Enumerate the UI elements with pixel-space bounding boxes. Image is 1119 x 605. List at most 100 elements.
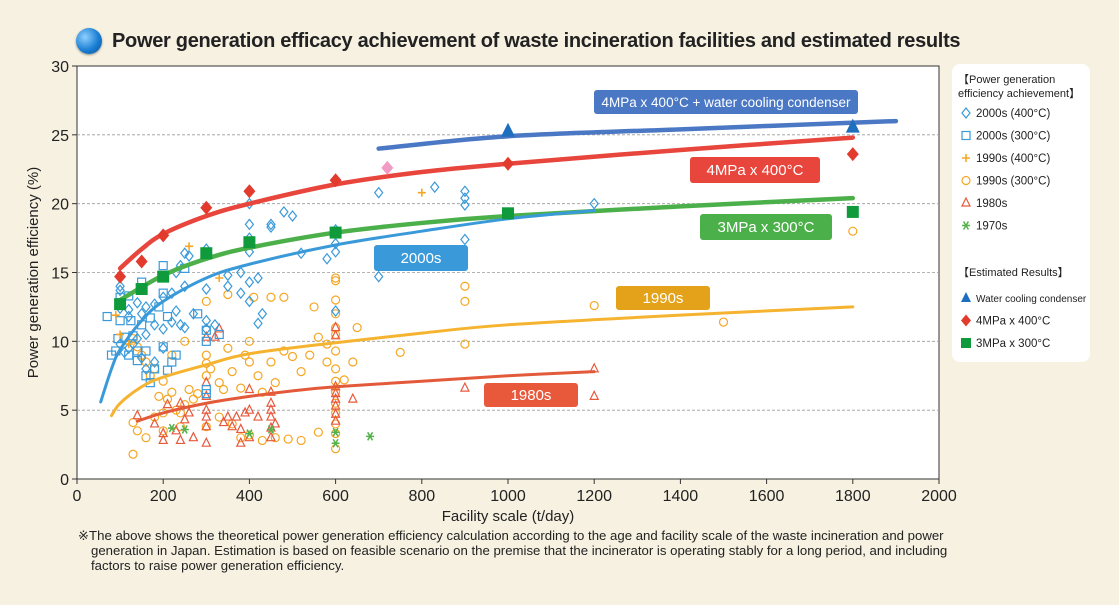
data-point bbox=[253, 410, 263, 421]
data-point bbox=[366, 431, 375, 441]
data-point bbox=[417, 188, 426, 197]
data-point bbox=[266, 218, 276, 231]
data-point bbox=[201, 283, 212, 295]
label-box bbox=[484, 383, 578, 407]
label-text: 1980s bbox=[511, 387, 552, 404]
legend-item-label: 1970s bbox=[976, 221, 1008, 233]
data-point bbox=[158, 434, 169, 445]
x-tick-label: 800 bbox=[408, 488, 435, 505]
label-text: 2000s bbox=[401, 250, 442, 267]
data-point bbox=[184, 384, 194, 395]
estimated-3mpa-point bbox=[157, 270, 170, 283]
data-point bbox=[331, 427, 340, 437]
data-point bbox=[184, 406, 195, 417]
data-point bbox=[149, 356, 160, 368]
data-point bbox=[330, 329, 341, 340]
data-point bbox=[201, 420, 212, 431]
x-tick-label: 0 bbox=[73, 488, 82, 505]
legend-marker bbox=[961, 314, 971, 327]
data-point bbox=[167, 316, 177, 329]
x-tick-label: 1600 bbox=[749, 488, 785, 505]
data-point bbox=[124, 350, 134, 360]
estimated-3mpa-point bbox=[329, 226, 342, 239]
y-tick-label: 25 bbox=[51, 128, 69, 145]
data-point bbox=[270, 417, 281, 428]
x-axis-label: Facility scale (t/day) bbox=[442, 508, 575, 525]
label-box bbox=[374, 245, 468, 271]
data-point bbox=[175, 396, 186, 407]
curve-water-cooling bbox=[376, 118, 899, 151]
data-point bbox=[141, 433, 151, 443]
legend-item-label: 2000s (400°C) bbox=[976, 108, 1050, 120]
label-text: 4MPa x 400°C bbox=[707, 162, 804, 179]
data-point bbox=[201, 410, 212, 421]
legend-marker bbox=[961, 196, 971, 207]
data-point bbox=[236, 383, 246, 393]
data-point bbox=[460, 281, 470, 291]
label-text: 1990s bbox=[643, 290, 684, 307]
data-point bbox=[227, 420, 238, 431]
data-point bbox=[352, 322, 362, 333]
footnote: ※The above shows the theoretical power g… bbox=[78, 528, 1068, 573]
estimated-water-cooling-point bbox=[845, 118, 860, 133]
label-4mpa: 4MPa x 400°C bbox=[690, 157, 820, 183]
data-point bbox=[266, 425, 275, 434]
data-point bbox=[240, 406, 251, 417]
data-point bbox=[119, 346, 130, 359]
data-point bbox=[283, 434, 293, 444]
y-tick-label: 5 bbox=[60, 403, 69, 420]
footnote-line-1: ※The above shows the theoretical power g… bbox=[78, 528, 944, 543]
data-point bbox=[201, 296, 211, 307]
label-1980s: 1980s bbox=[484, 383, 578, 407]
data-point bbox=[214, 378, 224, 388]
data-point bbox=[175, 434, 186, 445]
data-point bbox=[279, 292, 289, 302]
data-point bbox=[253, 317, 263, 330]
legend-estimated-title: 【Estimated Results】 bbox=[958, 266, 1069, 279]
data-point bbox=[185, 242, 194, 251]
data-point bbox=[201, 436, 212, 447]
curve-2000s bbox=[99, 209, 596, 404]
data-point bbox=[214, 329, 224, 340]
label-box bbox=[690, 157, 820, 183]
data-point bbox=[162, 398, 173, 409]
data-point bbox=[245, 429, 254, 438]
x-tick-label: 2000 bbox=[921, 488, 957, 505]
data-point bbox=[244, 430, 254, 440]
data-point bbox=[244, 403, 255, 414]
data-point bbox=[253, 272, 263, 284]
label-water-cooling: 4MPa x 400°C + water cooling condenser bbox=[594, 90, 858, 114]
data-point bbox=[123, 342, 134, 355]
data-point bbox=[460, 339, 470, 349]
data-point bbox=[201, 384, 211, 395]
data-point bbox=[235, 423, 246, 434]
data-point bbox=[214, 322, 225, 333]
y-axis-label: Power generation efficiency (%) bbox=[25, 167, 42, 379]
estimated-3mpa-point bbox=[846, 205, 859, 218]
data-point bbox=[158, 322, 168, 335]
x-tick-label: 1000 bbox=[490, 488, 526, 505]
estimated-points bbox=[114, 118, 860, 311]
data-point bbox=[265, 396, 276, 407]
data-point bbox=[222, 410, 233, 421]
data-point bbox=[270, 433, 280, 443]
data-point bbox=[322, 357, 332, 367]
legend-title-line-2: efficiency achievement】 bbox=[958, 87, 1080, 100]
legend-marker bbox=[961, 175, 971, 186]
data-point bbox=[171, 424, 182, 435]
data-point bbox=[270, 378, 280, 388]
estimated-4mpa-point bbox=[114, 269, 127, 284]
data-point bbox=[149, 417, 160, 428]
data-point bbox=[167, 423, 176, 433]
data-point bbox=[287, 210, 298, 223]
data-point bbox=[223, 280, 233, 293]
data-point bbox=[257, 387, 267, 397]
legend-item-label: 1990s (300°C) bbox=[976, 176, 1050, 188]
data-point bbox=[459, 381, 470, 392]
data-point bbox=[330, 237, 341, 250]
y-tick-label: 20 bbox=[51, 197, 69, 214]
data-point bbox=[231, 410, 242, 421]
data-point bbox=[331, 428, 341, 439]
